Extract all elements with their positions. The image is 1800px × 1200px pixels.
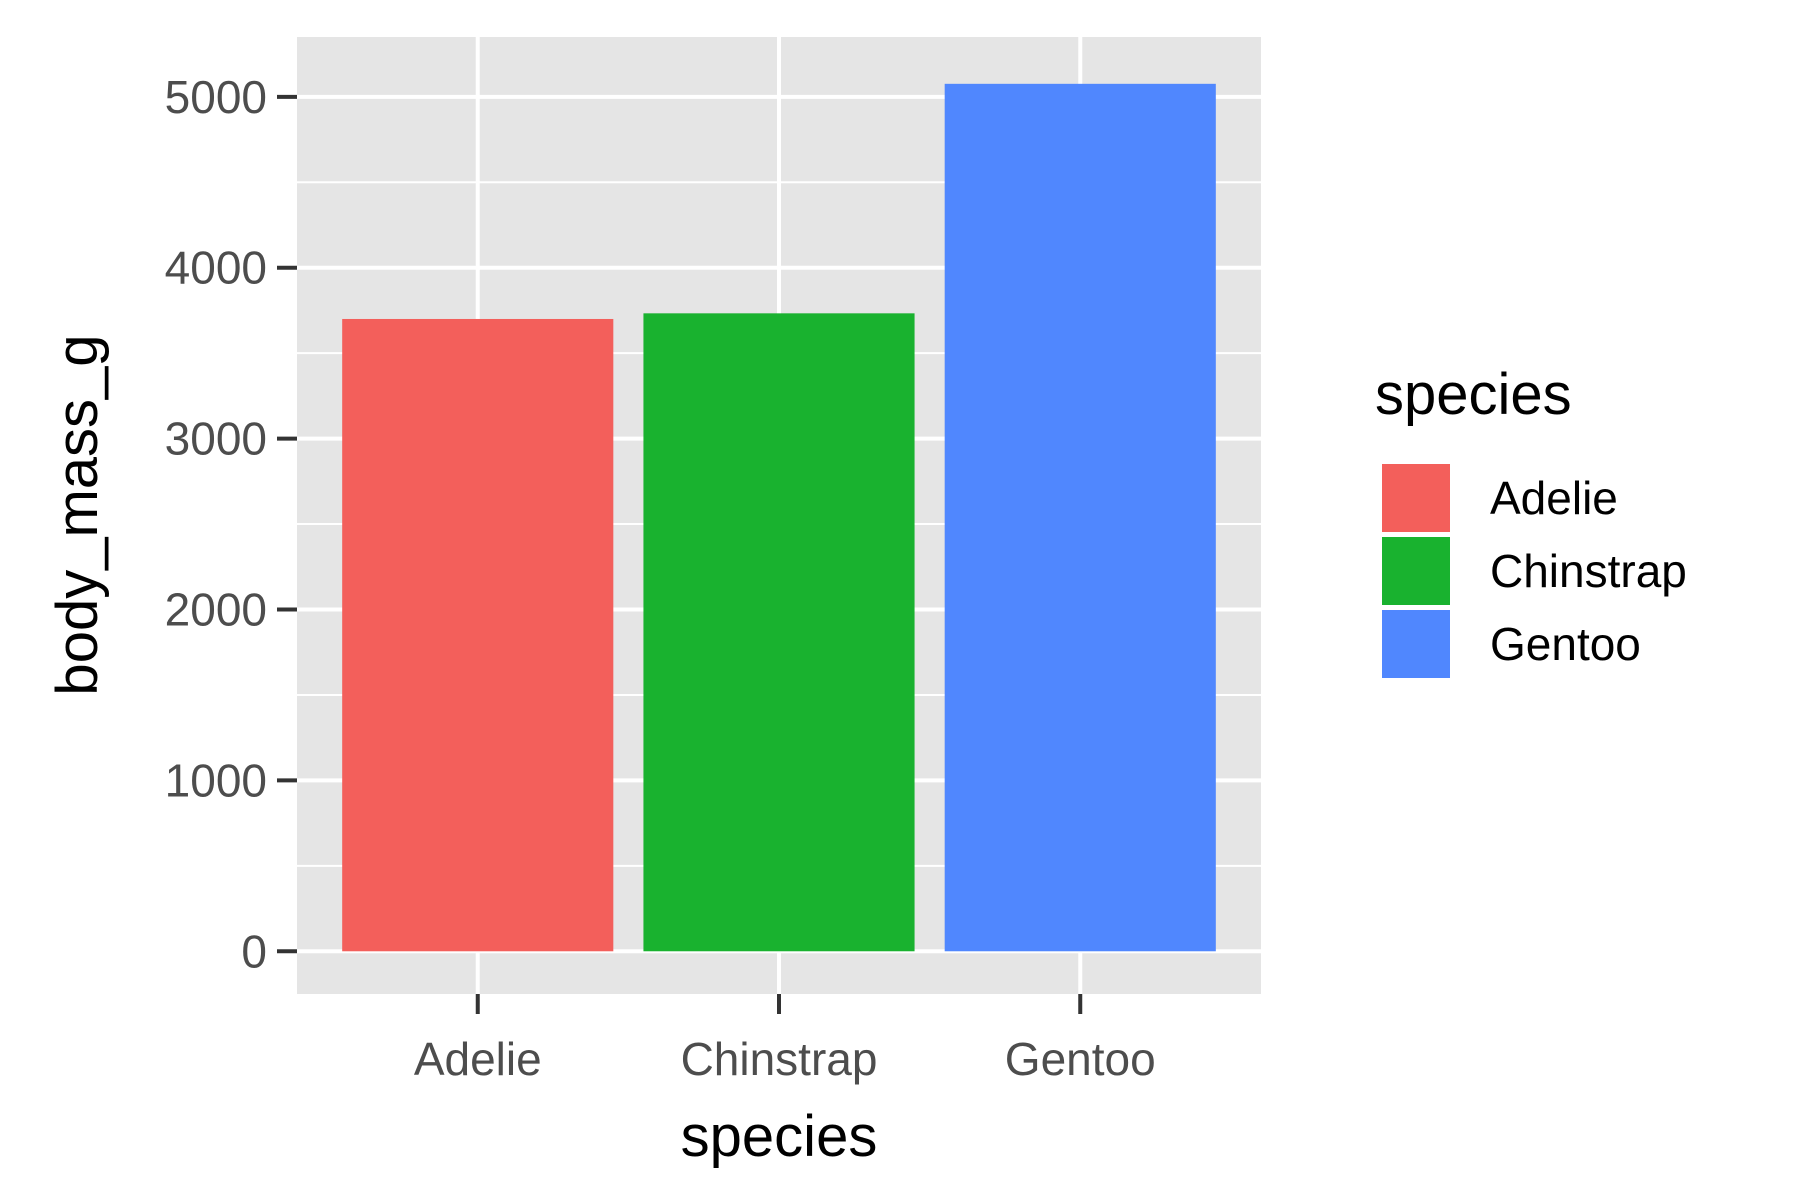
y-tick-label: 0 [241, 925, 267, 977]
bar-adelie [342, 318, 614, 952]
y-axis-title: body_mass_g [45, 334, 110, 695]
y-tick-label: 4000 [165, 242, 267, 294]
y-tick-label: 3000 [165, 413, 267, 465]
x-axis-title: species [681, 1104, 878, 1169]
x-tick-label: Adelie [414, 1033, 542, 1085]
y-axis: 0 1000 2000 3000 4000 5000 [165, 71, 297, 977]
legend-label-gentoo: Gentoo [1490, 618, 1641, 670]
legend-title: species [1375, 362, 1572, 427]
y-tick-label: 1000 [165, 754, 267, 806]
legend-label-adelie: Adelie [1490, 472, 1618, 524]
y-tick-label: 2000 [165, 583, 267, 635]
bar-gentoo [944, 83, 1216, 952]
legend-key-gentoo [1380, 608, 1452, 680]
legend-label-chinstrap: Chinstrap [1490, 545, 1687, 597]
x-tick-label: Chinstrap [681, 1033, 878, 1085]
legend-key-chinstrap [1380, 535, 1452, 607]
legend-key-adelie [1380, 462, 1452, 534]
bar-chinstrap [643, 313, 915, 952]
x-tick-label: Gentoo [1005, 1033, 1156, 1085]
bars [342, 83, 1216, 952]
legend: species Adelie Chinstrap Gentoo [1375, 362, 1687, 680]
x-axis: Adelie Chinstrap Gentoo [414, 994, 1156, 1085]
y-tick-label: 5000 [165, 71, 267, 123]
